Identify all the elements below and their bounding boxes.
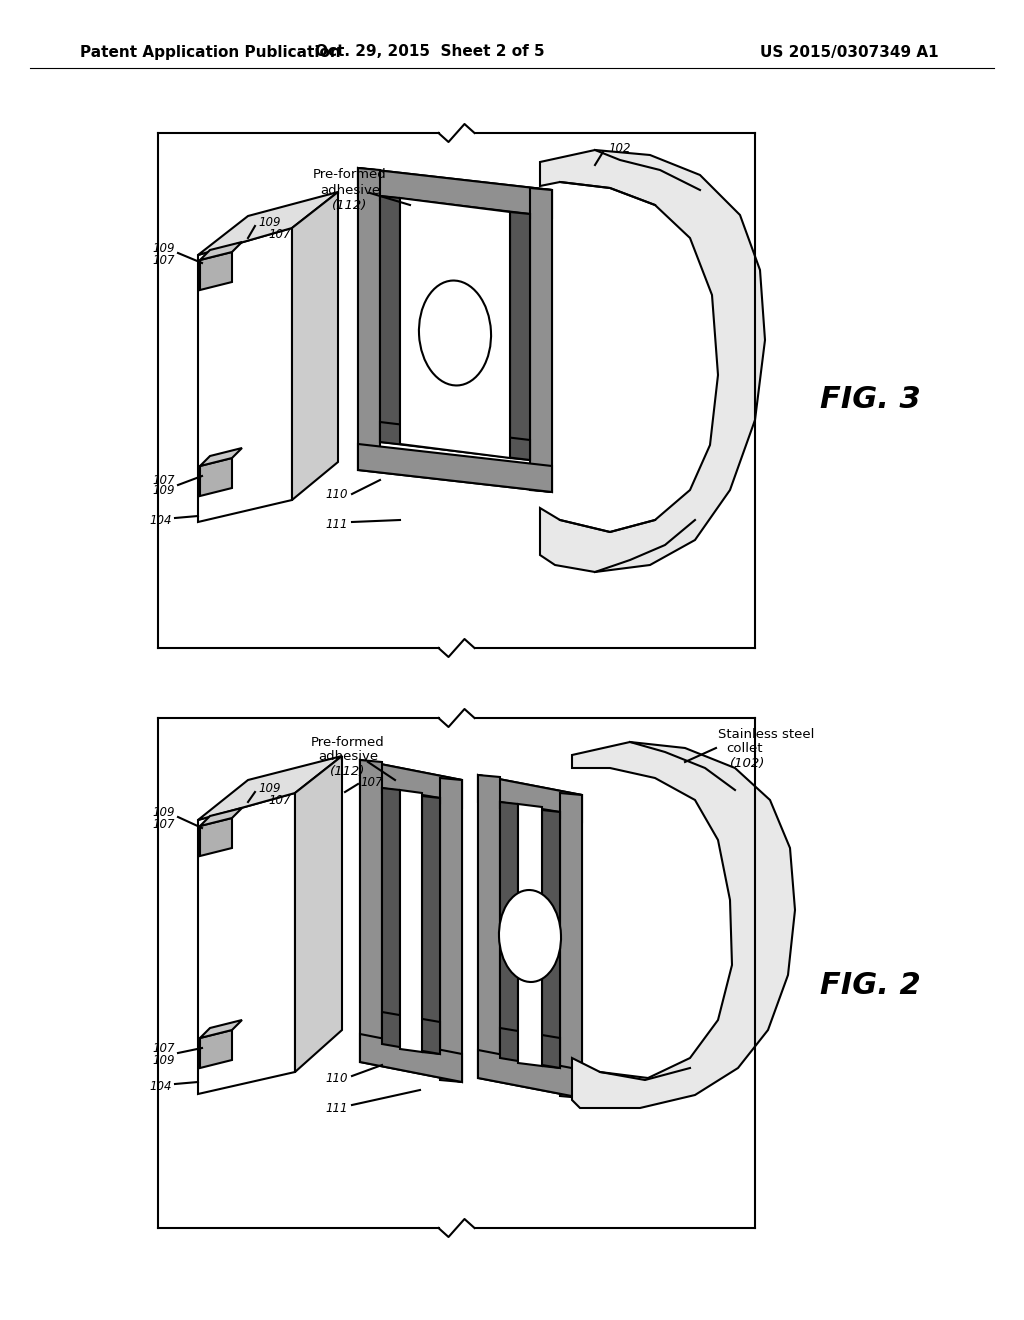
Polygon shape <box>292 191 338 500</box>
Polygon shape <box>198 756 342 820</box>
Polygon shape <box>540 150 765 572</box>
Text: Patent Application Publication: Patent Application Publication <box>80 45 341 59</box>
Polygon shape <box>500 803 560 818</box>
Text: 107: 107 <box>268 793 291 807</box>
Polygon shape <box>200 1030 232 1068</box>
Polygon shape <box>530 187 552 492</box>
Polygon shape <box>572 742 795 1107</box>
Polygon shape <box>518 804 542 1067</box>
Text: 109: 109 <box>153 805 175 818</box>
Text: 102: 102 <box>608 141 631 154</box>
Polygon shape <box>200 458 232 496</box>
Polygon shape <box>358 444 552 492</box>
Polygon shape <box>358 168 552 218</box>
Ellipse shape <box>419 281 492 385</box>
Polygon shape <box>358 168 380 470</box>
Polygon shape <box>358 168 552 492</box>
Text: 109: 109 <box>258 781 281 795</box>
Polygon shape <box>198 793 295 1094</box>
Polygon shape <box>295 756 342 1072</box>
Polygon shape <box>198 228 292 521</box>
Polygon shape <box>510 213 530 459</box>
Polygon shape <box>422 796 440 1053</box>
Polygon shape <box>382 788 440 803</box>
Text: adhesive: adhesive <box>317 751 378 763</box>
Polygon shape <box>382 788 400 1036</box>
Text: 107: 107 <box>153 1041 175 1055</box>
Text: 109: 109 <box>153 1053 175 1067</box>
Text: (112): (112) <box>333 198 368 211</box>
Text: 110: 110 <box>326 488 348 502</box>
Text: US 2015/0307349 A1: US 2015/0307349 A1 <box>760 45 939 59</box>
Text: 107: 107 <box>153 253 175 267</box>
Text: Stainless steel: Stainless steel <box>718 727 814 741</box>
Text: adhesive: adhesive <box>319 183 380 197</box>
Text: 111: 111 <box>326 1101 348 1114</box>
Polygon shape <box>360 760 462 808</box>
Text: 107: 107 <box>268 227 291 240</box>
Polygon shape <box>382 1012 440 1053</box>
Polygon shape <box>200 808 242 826</box>
Polygon shape <box>478 775 582 822</box>
Polygon shape <box>380 422 530 459</box>
Text: FIG. 2: FIG. 2 <box>820 970 921 999</box>
Text: FIG. 3: FIG. 3 <box>820 385 921 414</box>
Text: 110: 110 <box>326 1072 348 1085</box>
Polygon shape <box>400 789 422 1052</box>
Polygon shape <box>198 191 338 255</box>
Text: Pre-formed: Pre-formed <box>313 169 387 181</box>
Text: 109: 109 <box>153 242 175 255</box>
Polygon shape <box>500 1028 560 1068</box>
Polygon shape <box>200 242 242 260</box>
Text: 111: 111 <box>326 519 348 532</box>
Polygon shape <box>380 195 530 218</box>
Polygon shape <box>380 195 400 444</box>
Text: 107: 107 <box>360 776 383 788</box>
Polygon shape <box>360 1034 462 1082</box>
Polygon shape <box>478 775 500 1078</box>
Text: collet: collet <box>726 742 763 755</box>
Polygon shape <box>478 1049 582 1098</box>
Polygon shape <box>500 803 518 1052</box>
Polygon shape <box>200 447 242 466</box>
Text: (102): (102) <box>730 758 765 771</box>
Polygon shape <box>440 777 462 1082</box>
Text: Oct. 29, 2015  Sheet 2 of 5: Oct. 29, 2015 Sheet 2 of 5 <box>315 45 545 59</box>
Polygon shape <box>200 1020 242 1038</box>
Polygon shape <box>200 252 232 290</box>
Polygon shape <box>560 793 582 1098</box>
Text: (112): (112) <box>331 766 366 779</box>
Polygon shape <box>200 818 232 855</box>
Polygon shape <box>360 760 462 1082</box>
Text: 109: 109 <box>153 484 175 498</box>
Text: 107: 107 <box>153 817 175 830</box>
Text: 109: 109 <box>258 215 281 228</box>
Ellipse shape <box>499 890 561 982</box>
Polygon shape <box>542 810 560 1068</box>
Polygon shape <box>360 760 382 1063</box>
Polygon shape <box>478 775 582 1098</box>
Text: 104: 104 <box>150 1080 172 1093</box>
Text: 107: 107 <box>153 474 175 487</box>
Polygon shape <box>400 198 510 458</box>
Text: Pre-formed: Pre-formed <box>311 735 385 748</box>
Text: 104: 104 <box>150 513 172 527</box>
